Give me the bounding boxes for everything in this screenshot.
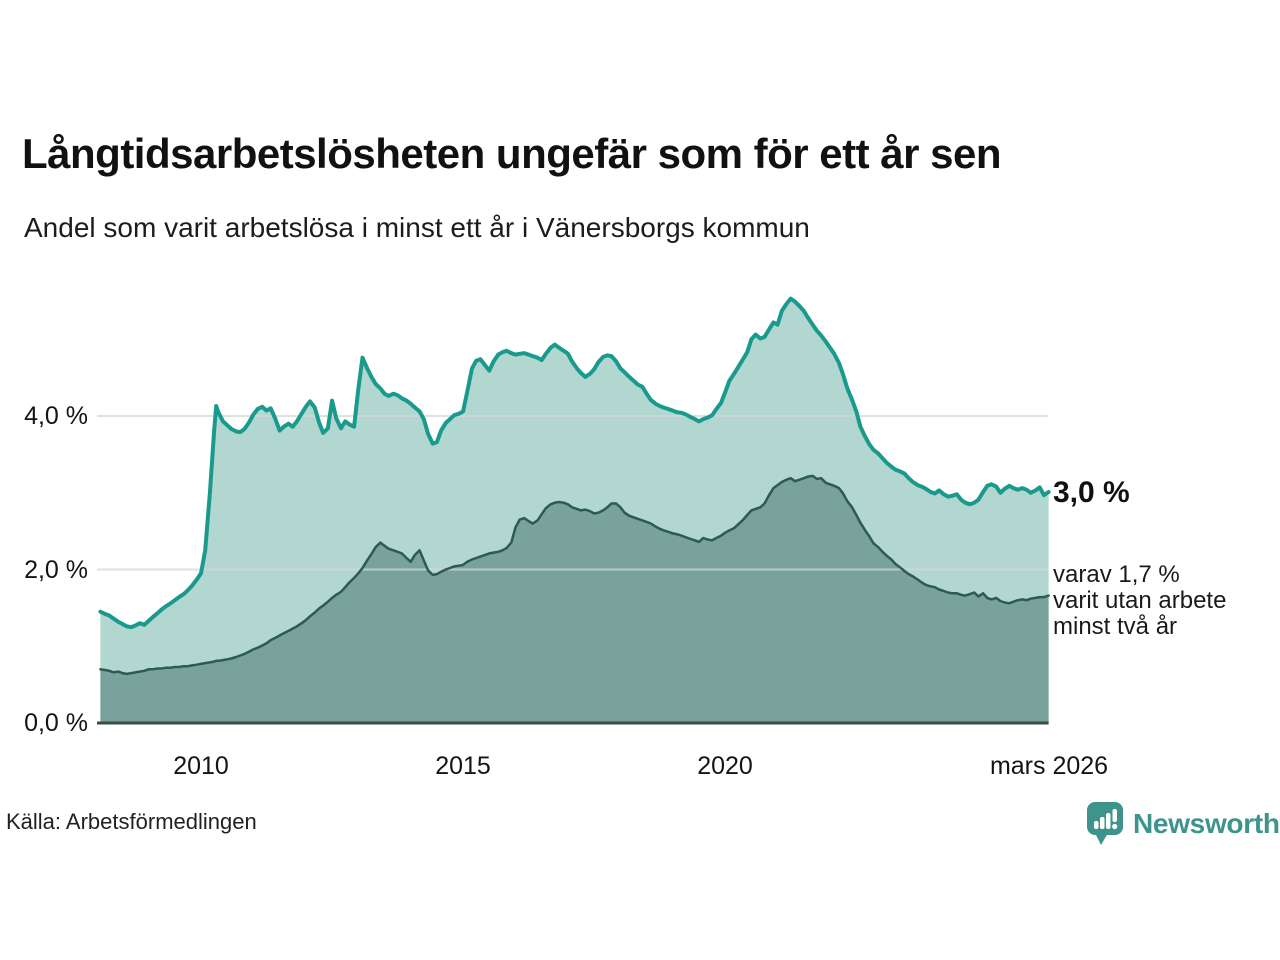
series-2plus-line [99,474,1050,676]
newsworthy-logo: Newsworthy [1086,801,1280,846]
secondary-annotation-line: minst två år [1053,613,1178,640]
gridlines [97,415,1049,571]
latest-value-annotation: 3,0 % [1053,476,1130,509]
newsworthy-wordmark: Newsworthy [1133,807,1280,839]
series-lines [98,296,1051,676]
area-fills [100,298,1049,723]
logo-exclamation-icon [1112,809,1118,830]
chart-title: Långtidsarbetslösheten ungefär som för e… [22,130,1002,177]
x-axis-label: 2010 [173,752,229,780]
logo-bars-icon [1094,813,1111,829]
newsworthy-logo-icon [1087,802,1123,845]
source-text: Källa: Arbetsförmedlingen [6,809,257,834]
series-2plus-area [100,475,1049,723]
y-axis-label: 0,0 % [24,709,88,737]
secondary-annotation-line: varav 1,7 % [1053,561,1180,588]
secondary-annotation-line: varit utan arbete [1053,587,1227,614]
x-axis-label: 2020 [697,752,753,780]
y-axis-label: 4,0 % [24,402,88,430]
y-axis-label: 2,0 % [24,555,88,584]
series-1plus-line [98,296,1051,630]
x-axis-label: mars 2026 [989,752,1109,780]
x-axis-label: 2015 [435,752,491,780]
secondary-annotation: varav 1,7 % varit utan arbete minst två … [1053,562,1226,640]
chart-subtitle: Andel som varit arbetslösa i minst ett å… [24,212,810,243]
